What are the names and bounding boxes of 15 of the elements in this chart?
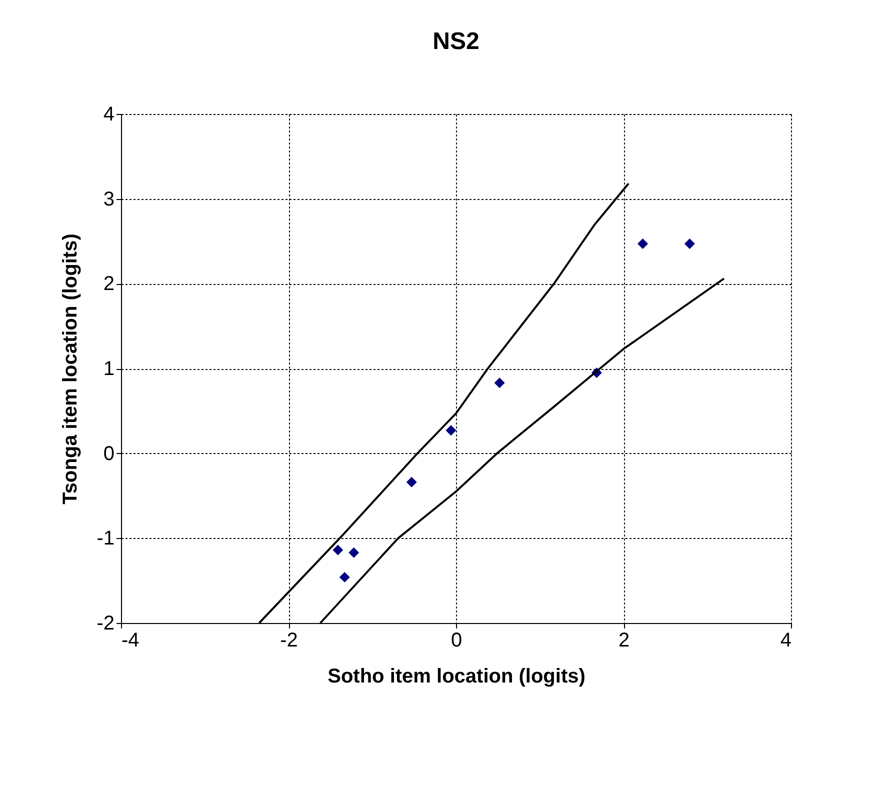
y-tick-label: 1 (103, 358, 114, 380)
y-tick-label: 0 (103, 442, 114, 465)
y-tick-label: -2 (96, 612, 114, 634)
y-tick-label: 3 (103, 188, 114, 210)
chart-title: NS2 (432, 28, 480, 55)
x-tick-label: -4 (122, 630, 140, 652)
x-tick-label: 2 (618, 630, 630, 652)
y-axis-title: Tsonga item location (logits) (60, 234, 82, 504)
y-tick-label: 4 (103, 104, 114, 126)
x-tick-label: 4 (780, 630, 792, 652)
y-tick-label: -1 (96, 528, 114, 550)
x-tick-label: 0 (450, 630, 462, 652)
x-axis-title: Sotho item location (logits) (328, 666, 586, 688)
y-tick-label: 2 (103, 273, 114, 296)
x-tick-label: -2 (280, 630, 298, 652)
